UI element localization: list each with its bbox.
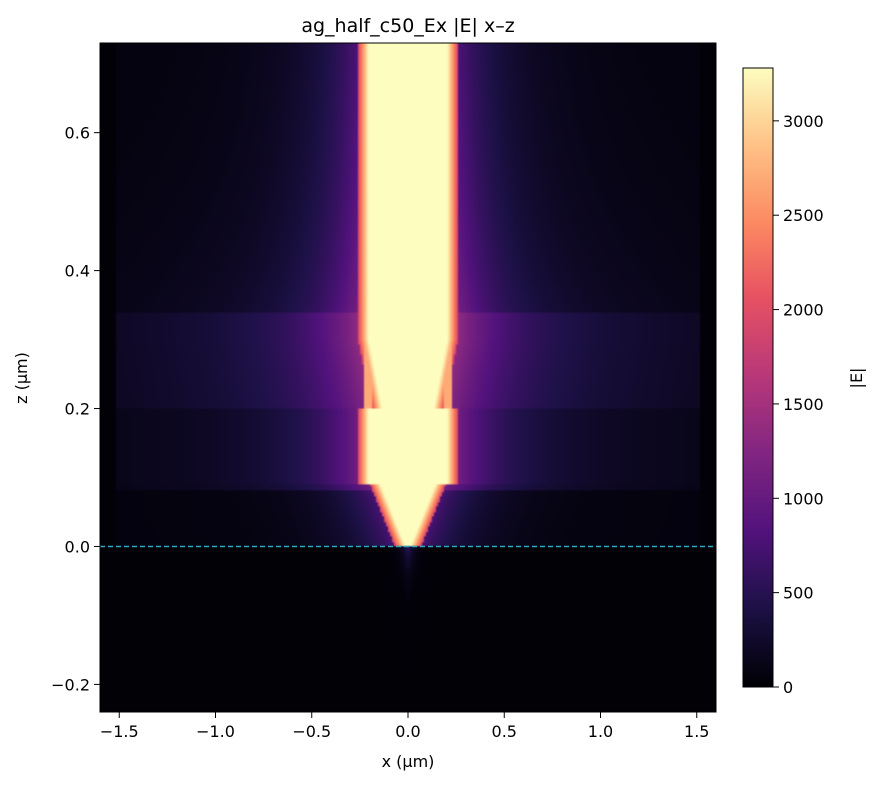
x-tick-label: 1.0 — [588, 722, 613, 741]
x-tick-label: −1.5 — [100, 722, 139, 741]
colorbar-tick-label: 2000 — [783, 301, 824, 320]
chart-title: ag_half_c50_Ex |E| x–z — [301, 15, 514, 37]
colorbar-tick-label: 1500 — [783, 395, 824, 414]
colorbar — [742, 67, 774, 688]
y-tick-label: 0.0 — [65, 537, 90, 556]
colorbar-tick-label: 1000 — [783, 489, 824, 508]
y-tick-label: −0.2 — [51, 675, 90, 694]
x-tick-label: 0.0 — [395, 722, 420, 741]
y-tick-label: 0.6 — [65, 124, 90, 143]
field-heatmap-image — [100, 43, 716, 712]
colorbar-tick-label: 3000 — [783, 112, 824, 131]
y-tick-label: 0.2 — [65, 400, 90, 419]
x-tick-label: 1.5 — [684, 722, 709, 741]
x-tick-label: 0.5 — [492, 722, 517, 741]
y-axis-ticks: −0.2 0.0 0.2 0.4 0.6 — [51, 124, 100, 694]
colorbar-tick-label: 0 — [783, 678, 793, 697]
x-axis-label: x (µm) — [382, 752, 435, 771]
y-axis-label: z (µm) — [12, 352, 31, 404]
colorbar-tick-label: 500 — [783, 584, 814, 603]
x-tick-label: −1.0 — [196, 722, 235, 741]
colorbar-ticks: 0 500 1000 1500 2000 2500 3000 — [773, 112, 824, 697]
heatmap-area — [100, 43, 716, 712]
colorbar-tick-label: 2500 — [783, 206, 824, 225]
x-axis-ticks: −1.5 −1.0 −0.5 0.0 0.5 1.0 1.5 — [100, 712, 709, 741]
colorbar-label: |E| — [847, 368, 866, 389]
x-tick-label: −0.5 — [292, 722, 331, 741]
y-tick-label: 0.4 — [65, 262, 90, 281]
